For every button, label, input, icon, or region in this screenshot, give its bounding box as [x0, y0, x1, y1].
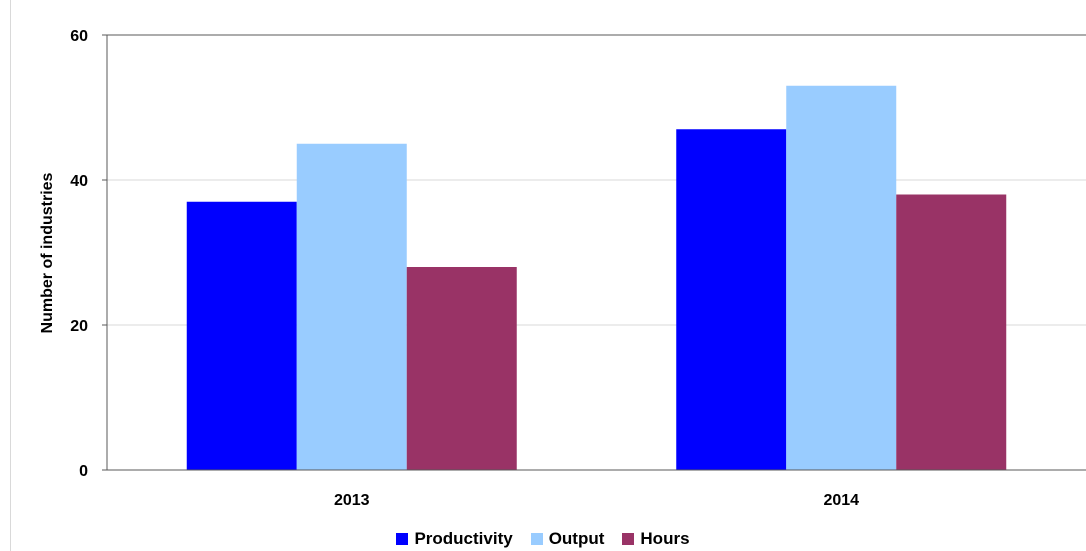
y-tick-label: 40	[70, 173, 88, 190]
bar-output-2014	[786, 85, 897, 470]
bar-chart: 0 20 40 60 2013 2014 Number of industries	[39, 28, 1086, 509]
legend: Productivity Output Hours	[0, 528, 1086, 550]
x-tick-label: 2014	[823, 492, 859, 509]
chart-frame-edge	[10, 0, 11, 551]
legend-item-hours: Hours	[622, 529, 690, 549]
x-tick-labels: 2013 2014	[334, 492, 859, 509]
legend-item-output: Output	[530, 529, 605, 549]
y-tick-label: 20	[70, 318, 88, 335]
y-tick-label: 60	[70, 28, 88, 45]
bar-output-2013	[296, 143, 407, 470]
bars	[186, 85, 1007, 470]
legend-item-productivity: Productivity	[396, 529, 513, 549]
y-tick-label: 0	[79, 463, 88, 480]
y-tick-labels: 0 20 40 60	[70, 28, 88, 480]
x-tick-label: 2013	[334, 492, 370, 509]
legend-swatch	[530, 533, 543, 545]
legend-label: Productivity	[414, 529, 513, 548]
y-axis-title: Number of industries	[39, 172, 56, 333]
bar-hours-2013	[406, 267, 517, 470]
bar-productivity-2013	[186, 201, 297, 470]
bar-productivity-2014	[676, 129, 787, 470]
legend-label: Output	[548, 529, 605, 548]
axes	[102, 34, 1086, 471]
bar-hours-2014	[896, 194, 1007, 470]
legend-swatch	[622, 533, 635, 545]
legend-label: Hours	[640, 529, 690, 548]
legend-swatch	[396, 533, 409, 545]
